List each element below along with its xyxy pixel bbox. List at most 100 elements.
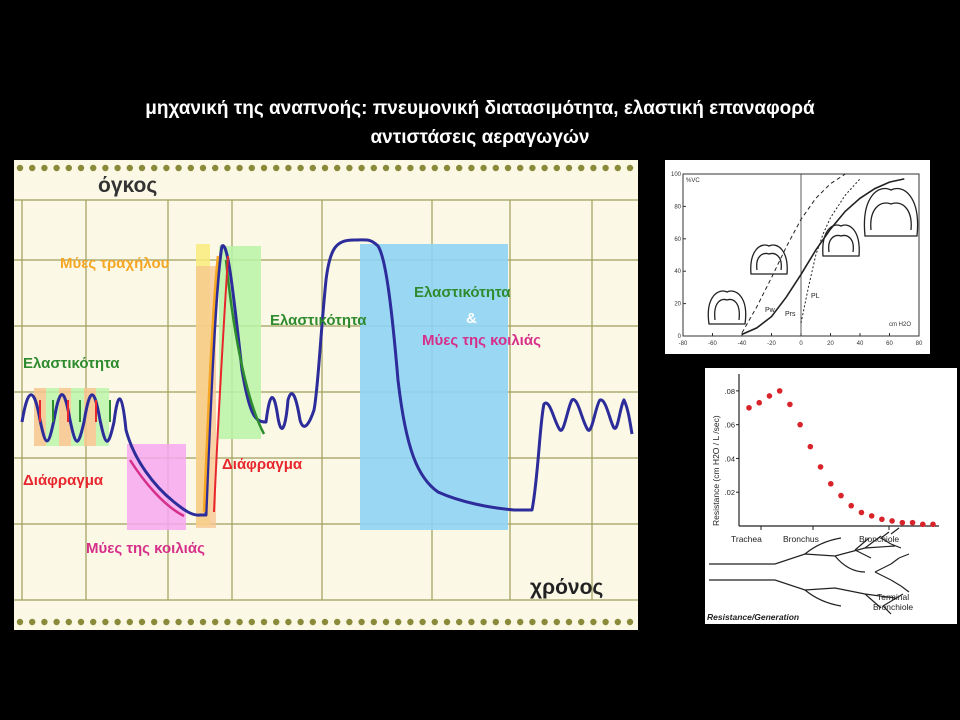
border-dot xyxy=(529,618,536,626)
border-dot xyxy=(65,618,72,626)
rs-data-point xyxy=(919,521,926,528)
pv-series-prs xyxy=(741,178,905,336)
slide-title: μηχανική της αναπνοής: πνευμονική διατασ… xyxy=(0,94,960,152)
rs-data-point xyxy=(827,480,834,487)
border-dot xyxy=(407,164,414,172)
breathing-volume-diagram: όγκος χρόνος Μύες τραχήλου Ελαστικότητα … xyxy=(14,160,638,630)
border-dot xyxy=(614,164,621,172)
pv-x-tick-label: 20 xyxy=(827,341,834,347)
diaphragm-middle-arrow xyxy=(213,255,229,513)
border-dot xyxy=(114,164,121,172)
rs-data-point xyxy=(838,492,844,499)
pv-x-tick-label: -40 xyxy=(738,341,747,347)
border-dot xyxy=(199,164,207,172)
border-dot xyxy=(273,618,280,626)
border-dot xyxy=(297,164,304,172)
diaphragm-middle-label: Διάφραγμα xyxy=(222,456,303,473)
border-dot xyxy=(382,164,390,172)
pv-y-tick-label: 20 xyxy=(674,302,681,308)
pv-x-tick-label: 40 xyxy=(857,341,864,347)
border-dot xyxy=(541,618,548,626)
border-dot xyxy=(260,164,268,172)
pv-x-tick-label: -80 xyxy=(679,341,688,347)
airway-resistance-chart: .08 .06 .04 .02 Resistance (cm H2O / L /sec… xyxy=(705,368,957,624)
rs-x-label: Bronchus xyxy=(783,534,819,544)
border-dot xyxy=(468,618,475,626)
border-dot xyxy=(517,164,524,172)
border-dot xyxy=(480,164,487,172)
y-axis-label: όγκος xyxy=(98,174,158,197)
volume-trace-line xyxy=(20,238,634,517)
volume-trace-svg xyxy=(14,164,638,626)
border-dot xyxy=(578,618,585,626)
pv-series-pl xyxy=(800,178,861,324)
border-dot xyxy=(285,164,292,172)
neck-arrow xyxy=(202,255,220,513)
border-dot xyxy=(151,164,158,172)
border-dot xyxy=(53,164,60,172)
rs-data-point xyxy=(756,399,763,406)
border-dot xyxy=(90,164,97,172)
border-dot xyxy=(212,164,219,172)
rs-data-point xyxy=(776,388,783,394)
border-dot xyxy=(126,618,133,626)
border-dot xyxy=(199,618,207,626)
border-dot xyxy=(553,164,560,172)
border-dot xyxy=(53,618,60,626)
lung-cartoon-4 xyxy=(863,188,919,237)
border-dot xyxy=(541,164,548,172)
border-dot xyxy=(419,618,426,626)
border-dot xyxy=(236,164,243,172)
rs-y-tick-label: .02 xyxy=(725,488,735,497)
border-dot xyxy=(480,618,487,626)
highlight-orange-neck xyxy=(196,266,216,528)
border-dot xyxy=(151,618,158,626)
border-dot xyxy=(273,164,280,172)
pv-y-tick-label: 0 xyxy=(678,334,682,340)
border-dot xyxy=(492,164,499,172)
pv-y-tick-label: 60 xyxy=(674,237,681,243)
dotted-border-bottom xyxy=(16,618,634,626)
rs-x-label: Bronchiole xyxy=(859,534,899,544)
rs-data-point xyxy=(909,519,916,526)
border-dot xyxy=(41,164,48,172)
pv-x-unit: cm H2O xyxy=(889,322,911,328)
dotted-border-top xyxy=(16,164,634,172)
border-dot xyxy=(370,164,377,172)
rs-data-point xyxy=(797,421,803,428)
border-dot xyxy=(492,618,499,626)
ampersand-label: & xyxy=(466,310,477,327)
pv-x-tick-label: 60 xyxy=(886,341,893,347)
border-dot xyxy=(382,618,390,626)
border-dot xyxy=(395,164,402,172)
border-dot xyxy=(321,618,329,626)
rs-data-point xyxy=(930,521,936,528)
border-dot xyxy=(102,618,109,626)
border-dot xyxy=(260,618,268,626)
elasticity-right-label: Ελαστικότητα xyxy=(414,284,511,301)
border-dot xyxy=(285,618,292,626)
lung-cartoon-1 xyxy=(707,290,747,325)
highlight-green-left-3 xyxy=(96,388,109,446)
border-dot xyxy=(224,164,231,172)
border-dot xyxy=(187,618,194,626)
abdominal-muscles-left-label: Μύες της κοιλιάς xyxy=(86,540,205,557)
neck-muscles-label: Μύες τραχήλου xyxy=(60,255,170,272)
border-dot xyxy=(419,164,426,172)
highlight-blue-right xyxy=(360,244,508,530)
border-dot xyxy=(77,164,85,172)
border-dot xyxy=(29,164,36,172)
border-dot xyxy=(456,618,463,626)
border-dot xyxy=(590,618,597,626)
border-dot xyxy=(114,618,121,626)
rs-data-point xyxy=(848,502,855,509)
left-arrows xyxy=(39,400,111,422)
rs-caption: Resistance/Generation xyxy=(707,612,799,622)
border-dot xyxy=(578,164,585,172)
pv-y-tick-label: 100 xyxy=(671,172,682,178)
border-dot xyxy=(358,618,365,626)
rs-y-label: Resistance (cm H2O / L /sec) xyxy=(711,415,721,526)
rs-data-point xyxy=(787,401,793,408)
border-dot xyxy=(138,164,146,172)
rs-data-point xyxy=(746,404,752,411)
